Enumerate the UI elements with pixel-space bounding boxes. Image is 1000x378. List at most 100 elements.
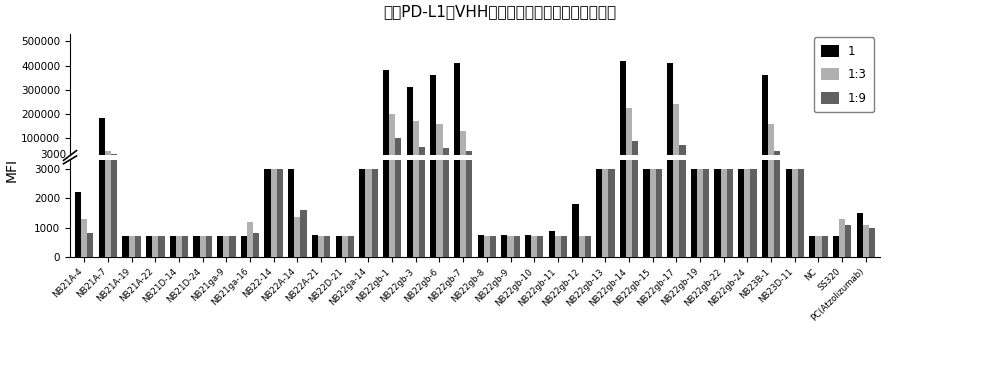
Bar xyxy=(407,87,413,163)
Text: 3000: 3000 xyxy=(40,150,66,161)
Bar xyxy=(241,236,247,257)
Bar xyxy=(135,236,141,257)
Bar xyxy=(531,236,537,257)
Bar xyxy=(372,169,378,257)
Bar xyxy=(383,0,389,257)
Bar xyxy=(336,236,342,257)
Bar xyxy=(815,236,822,257)
Bar xyxy=(727,162,733,163)
Bar xyxy=(650,162,656,163)
Bar xyxy=(372,162,378,163)
Bar xyxy=(247,222,253,257)
Bar xyxy=(768,0,774,257)
Bar xyxy=(608,162,615,163)
Bar xyxy=(170,236,176,257)
Bar xyxy=(632,141,638,163)
Bar xyxy=(809,236,815,257)
Bar xyxy=(300,210,307,257)
Bar xyxy=(466,150,472,163)
Bar xyxy=(608,169,615,257)
Bar xyxy=(561,236,567,257)
Bar xyxy=(620,0,626,257)
Bar xyxy=(365,169,372,257)
Bar xyxy=(774,150,780,163)
Bar xyxy=(217,236,223,257)
Bar xyxy=(206,236,212,257)
Bar xyxy=(596,162,602,163)
Bar xyxy=(549,231,555,257)
Bar xyxy=(572,162,579,163)
Bar xyxy=(200,236,206,257)
Bar xyxy=(626,0,632,257)
Bar xyxy=(750,162,757,163)
Bar xyxy=(501,235,507,257)
Bar xyxy=(454,0,460,257)
Bar xyxy=(643,169,650,257)
Bar xyxy=(673,0,679,257)
Bar xyxy=(105,150,111,163)
Bar xyxy=(277,162,283,163)
Bar xyxy=(128,236,135,257)
Bar xyxy=(460,131,466,163)
Bar xyxy=(294,217,300,257)
Bar xyxy=(792,162,798,163)
Bar xyxy=(507,236,514,257)
Bar xyxy=(727,169,733,257)
Bar xyxy=(324,236,330,257)
Bar xyxy=(271,169,277,257)
Bar xyxy=(691,162,697,163)
Bar xyxy=(264,162,271,163)
Bar xyxy=(99,0,105,257)
Bar xyxy=(466,0,472,257)
Bar xyxy=(193,236,200,257)
Bar xyxy=(679,144,686,163)
Bar xyxy=(359,169,365,257)
Bar xyxy=(744,169,750,257)
Bar xyxy=(869,228,875,257)
Bar xyxy=(555,236,561,257)
Text: 结合PD-L1的VHH抗体裂解液样本结合亲和力筛选: 结合PD-L1的VHH抗体裂解液样本结合亲和力筛选 xyxy=(383,4,617,19)
Text: MFI: MFI xyxy=(5,158,19,182)
Bar xyxy=(430,0,436,257)
Bar xyxy=(643,162,650,163)
Bar xyxy=(697,169,703,257)
Bar xyxy=(318,236,324,257)
Bar xyxy=(75,162,81,163)
Bar xyxy=(525,235,531,257)
Bar xyxy=(146,236,152,257)
Bar xyxy=(650,169,656,257)
Bar xyxy=(75,192,81,257)
Bar xyxy=(620,61,626,163)
Bar xyxy=(99,118,105,163)
Bar xyxy=(822,236,828,257)
Bar xyxy=(436,0,443,257)
Legend: 1, 1:3, 1:9: 1, 1:3, 1:9 xyxy=(814,37,874,112)
Bar xyxy=(223,236,229,257)
Bar xyxy=(122,236,128,257)
Bar xyxy=(750,169,757,257)
Bar xyxy=(602,169,608,257)
Bar xyxy=(697,162,703,163)
Bar xyxy=(721,169,727,257)
Bar xyxy=(845,225,851,257)
Bar xyxy=(454,63,460,163)
Bar xyxy=(656,169,662,257)
Bar xyxy=(738,169,744,257)
Bar xyxy=(667,63,673,163)
Bar xyxy=(419,0,425,257)
Bar xyxy=(798,169,804,257)
Bar xyxy=(768,124,774,163)
Bar xyxy=(490,236,496,257)
Bar xyxy=(271,162,277,163)
Bar xyxy=(460,0,466,257)
Bar xyxy=(383,70,389,163)
Bar xyxy=(738,162,744,163)
Bar xyxy=(288,162,294,163)
Bar xyxy=(673,104,679,163)
Bar xyxy=(176,236,182,257)
Bar xyxy=(443,148,449,163)
Bar xyxy=(312,235,318,257)
Bar xyxy=(413,0,419,257)
Bar xyxy=(478,235,484,257)
Bar xyxy=(857,213,863,257)
